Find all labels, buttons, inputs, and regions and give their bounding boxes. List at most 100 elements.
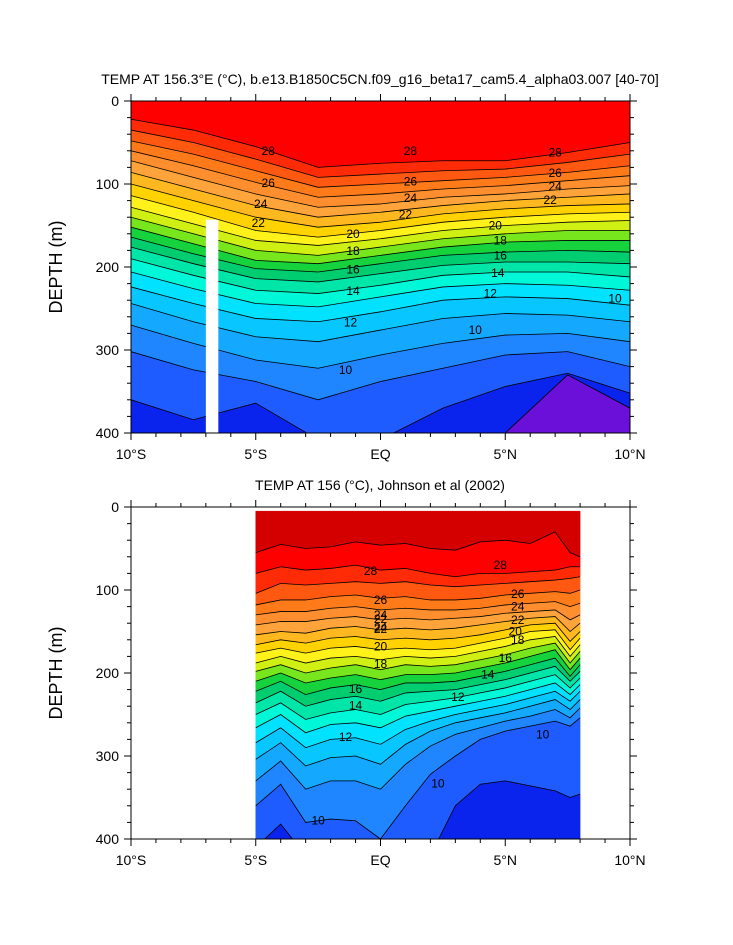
contour-label: 14 (346, 284, 360, 298)
isotherm-14 (255, 682, 581, 734)
y-tick-label: 200 (96, 259, 120, 275)
contour-label: 14 (481, 668, 495, 682)
contour-label: 22 (399, 208, 413, 222)
contour-label: 24 (254, 197, 268, 211)
panel-model-filled-contours (131, 101, 630, 433)
y-tick-label: 100 (96, 176, 120, 192)
panel-model-axes: 10°S 5°S EQ 5°N 10°N 0 100 200 300 400 (96, 93, 646, 462)
isotherm-10 (255, 717, 581, 839)
contour-label: 10 (536, 727, 550, 741)
isotherm-27 (131, 129, 630, 178)
contour-label: 18 (346, 244, 360, 258)
panel-model-title: TEMP AT 156.3°E (°C), b.e13.B1850C5CN.f0… (101, 71, 659, 87)
y-tick-label: 400 (96, 831, 120, 847)
contour-label: 16 (494, 248, 508, 262)
x-tick-label: EQ (370, 446, 390, 462)
isotherm-22 (131, 183, 630, 228)
isotherm-15 (255, 674, 581, 720)
temperature-band-9 (264, 780, 581, 839)
x-tick-label: 10°S (116, 446, 147, 462)
isotherm-25 (255, 601, 581, 616)
contour-label: 18 (494, 233, 508, 247)
panel-observed-filled-contours (255, 510, 581, 839)
contour-label: 12 (484, 287, 498, 301)
isotherm-21 (255, 629, 581, 654)
isotherm-18 (255, 649, 581, 684)
x-tick-label: 10°N (614, 852, 645, 868)
panel-observed-title: TEMP AT 156 (°C), Johnson et al (2002) (255, 477, 505, 493)
contour-label: 22 (374, 622, 388, 636)
contour-label: 18 (374, 657, 388, 671)
contour-label: 10 (431, 776, 445, 790)
contour-label: 16 (349, 682, 363, 696)
isotherm-28 (255, 564, 581, 578)
contour-label: 28 (404, 144, 418, 158)
contour-label: 10 (469, 323, 483, 337)
isotherm-28 (131, 118, 630, 168)
contour-label: 24 (404, 191, 418, 205)
contour-label: 26 (374, 593, 388, 607)
y-tick-label: 200 (96, 665, 120, 681)
contour-label: 20 (346, 227, 360, 241)
y-tick-label: 300 (96, 748, 120, 764)
contour-label: 26 (404, 175, 418, 189)
panel-model-ylabel: DEPTH (m) (46, 221, 66, 314)
x-tick-label: 5°N (494, 852, 518, 868)
isotherm-26 (255, 589, 581, 606)
isotherm-23 (131, 171, 630, 218)
temperature-band-8 (504, 374, 630, 433)
isotherm-9 (264, 780, 581, 839)
contour-label: 12 (451, 690, 465, 704)
isotherm-13 (255, 690, 581, 749)
isotherm-26 (131, 140, 630, 188)
isotherm-24 (255, 609, 581, 626)
contour-label: 26 (548, 166, 562, 180)
x-tick-label: 5°S (244, 852, 267, 868)
contour-label: 24 (374, 608, 388, 622)
contour-label: 22 (511, 613, 525, 627)
contour-label: 28 (494, 558, 508, 572)
isotherm-24 (131, 160, 630, 208)
contour-label: 24 (511, 600, 525, 614)
isotherm-17 (255, 657, 581, 696)
isotherm-25 (131, 150, 630, 198)
x-tick-label: 5°S (244, 446, 267, 462)
missing-data-column (205, 219, 219, 433)
contour-label: 16 (499, 651, 513, 665)
contour-label: 26 (262, 176, 276, 190)
x-tick-label: 10°N (614, 446, 645, 462)
contour-label: 24 (374, 620, 388, 634)
panel-model-contour-lines (131, 118, 630, 433)
contour-label: 26 (511, 587, 525, 601)
isotherm-16 (255, 665, 581, 707)
x-tick-label: EQ (370, 852, 390, 868)
y-tick-label: 300 (96, 342, 120, 358)
temperature-band-9 (131, 372, 630, 433)
contour-label: 28 (364, 564, 378, 578)
contour-label: 18 (511, 633, 525, 647)
panel-model-missing-data-column (205, 219, 219, 433)
isotherm-11 (255, 707, 581, 790)
isotherm-29 (255, 531, 581, 558)
contour-label: 24 (548, 179, 562, 193)
y-tick-label: 400 (96, 425, 120, 441)
panel-model: TEMP AT 156.3°E (°C), b.e13.B1850C5CN.f0… (46, 71, 659, 462)
contour-label: 12 (339, 730, 353, 744)
contour-label: 22 (252, 216, 266, 230)
panel-observed-axes: 10°S 5°S EQ 5°N 10°N 0 100 200 300 400 (96, 499, 646, 868)
x-tick-label: 10°S (116, 852, 147, 868)
isotherm-19 (255, 642, 581, 674)
panel-observed: TEMP AT 156 (°C), Johnson et al (2002) 2… (46, 477, 646, 868)
contour-label: 20 (509, 625, 523, 639)
isotherm-21 (131, 195, 630, 238)
contour-label: 12 (344, 316, 358, 330)
y-tick-label: 0 (111, 499, 119, 515)
contour-label: 16 (346, 262, 360, 276)
y-tick-label: 0 (111, 93, 119, 109)
contour-label: 28 (262, 144, 276, 158)
panel-observed-ylabel: DEPTH (m) (46, 627, 66, 720)
contour-label: 10 (311, 814, 325, 828)
